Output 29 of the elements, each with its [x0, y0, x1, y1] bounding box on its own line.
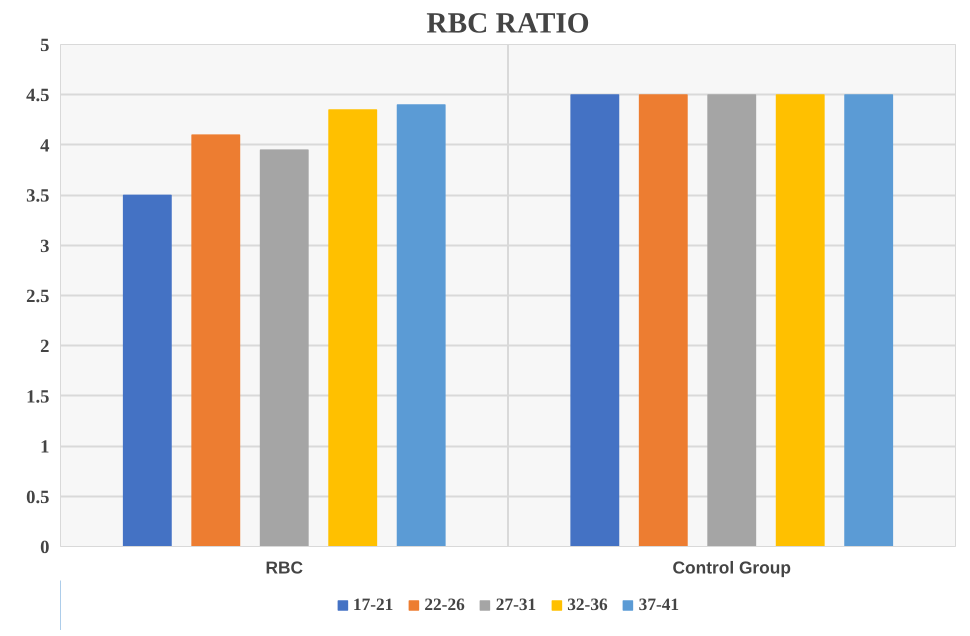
bar: [260, 149, 309, 546]
bar: [396, 104, 446, 546]
legend-label: 17-21: [352, 595, 394, 615]
bar: [638, 94, 688, 546]
legend-label: 32-36: [567, 595, 608, 615]
bar: [328, 109, 378, 546]
y-tick-label: 5: [40, 35, 50, 56]
y-tick-label: 2: [40, 336, 50, 358]
x-tick-label: RBC: [265, 558, 304, 578]
y-tick-label: 4.5: [26, 85, 50, 106]
legend-label: 22-26: [424, 595, 465, 615]
bar: [707, 94, 756, 546]
chart-title: RBC RATIO: [426, 8, 590, 40]
y-tick-label: 1: [40, 436, 50, 458]
y-tick-label: 0: [40, 537, 50, 558]
bar: [776, 94, 825, 546]
y-tick-label: 0.5: [26, 486, 50, 508]
bar: [844, 94, 894, 546]
y-tick-label: 1.5: [26, 386, 50, 408]
bar: [122, 194, 172, 546]
bar: [570, 94, 620, 546]
y-tick-label: 3: [40, 236, 50, 257]
legend-label: 37-41: [638, 595, 680, 615]
y-tick-label: 3.5: [26, 186, 50, 207]
x-tick-label: Control Group: [672, 558, 791, 578]
y-tick-label: 4: [40, 135, 50, 156]
y-tick-label: 2.5: [26, 286, 50, 307]
bar: [191, 134, 240, 546]
legend-label: 27-31: [496, 595, 536, 615]
